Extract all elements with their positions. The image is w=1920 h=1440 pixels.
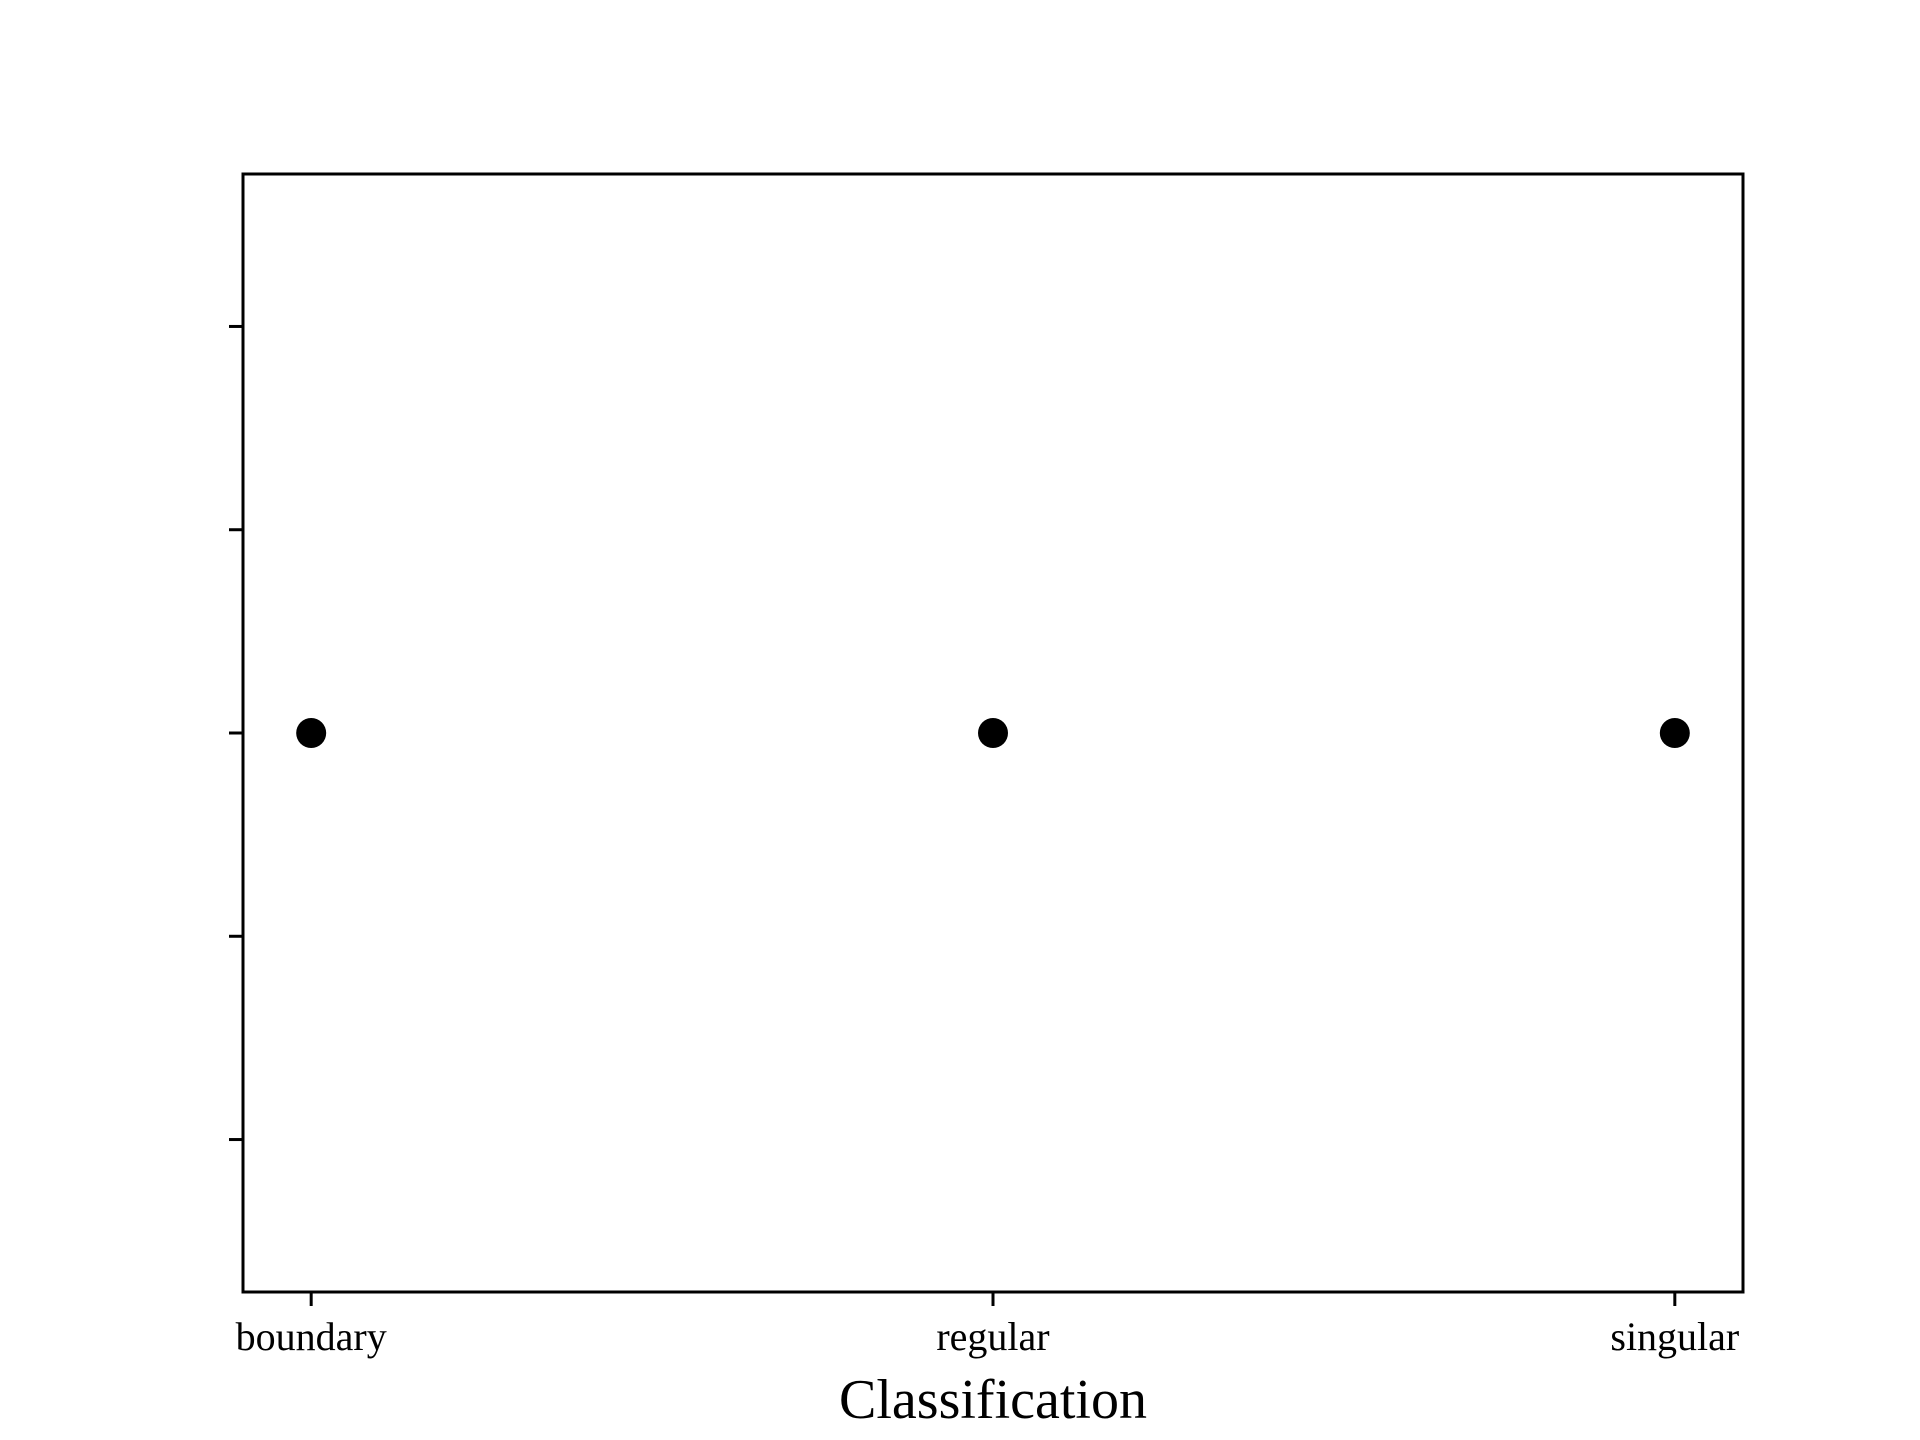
x-axis-ticks [309, 1292, 1677, 1306]
data-point-regular [978, 718, 1008, 748]
x-tick-label-boundary: boundary [236, 1314, 387, 1359]
plot-area-frame [241, 172, 1745, 1294]
y-axis-ticks [229, 324, 243, 1142]
x-tick-label-singular: singular [1610, 1314, 1739, 1359]
data-point-singular [1659, 718, 1690, 748]
data-points [296, 718, 1690, 748]
x-tick-label-regular: regular [936, 1314, 1049, 1359]
x-axis-tick-labels: boundary regular singular [236, 1314, 1740, 1359]
x-axis-title: Classification [839, 1369, 1147, 1431]
data-point-boundary [296, 718, 327, 748]
